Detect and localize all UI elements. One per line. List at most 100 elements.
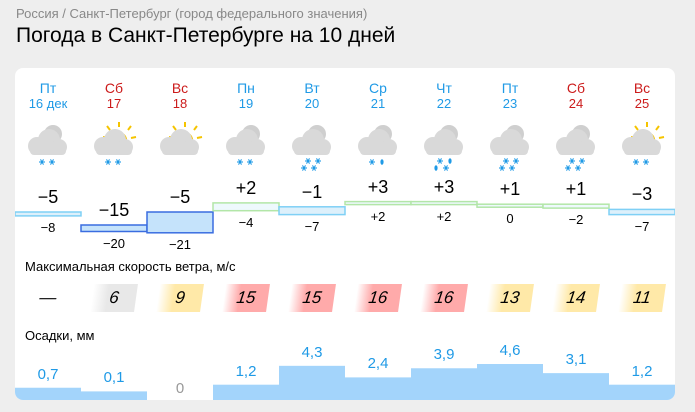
precip-bar	[279, 365, 345, 400]
precip-value: 0	[175, 380, 185, 397]
cloudy-snow-icon	[287, 120, 337, 172]
day-date: 19	[238, 96, 254, 111]
temperature-bar	[80, 224, 148, 233]
day-date: 20	[304, 96, 320, 111]
precip-bar	[411, 368, 477, 400]
wind-speed: 15	[288, 284, 336, 312]
day-column[interactable]: Вс 25	[609, 68, 675, 165]
temperature-bar	[410, 200, 478, 206]
cloudy-rain-snow-icon	[419, 120, 469, 172]
night-temperature: +2	[436, 208, 452, 224]
temperature-graph	[15, 200, 675, 400]
day-name: Вт	[304, 80, 320, 96]
precip-bar	[81, 391, 147, 400]
temperature-bar	[278, 206, 346, 216]
day-date: 16 дек	[28, 96, 68, 111]
day-name: Вс	[171, 80, 189, 96]
day-column[interactable]: Пн 19	[213, 68, 279, 165]
partly-sunny-light-snow-icon	[617, 120, 667, 172]
partly-sunny-light-snow-icon	[89, 120, 139, 172]
cloudy-light-snow-icon	[23, 120, 73, 172]
precip-value: 2,4	[367, 355, 389, 373]
day-name: Сб	[566, 80, 586, 96]
precip-value: 0,1	[103, 369, 125, 387]
night-temperature: −4	[238, 214, 254, 230]
cloudy-snow-icon	[551, 120, 601, 172]
day-column[interactable]: Вс 18	[147, 68, 213, 155]
temperature-bar	[476, 203, 544, 208]
night-temperature: +2	[370, 208, 386, 224]
temperature-bar	[344, 200, 412, 206]
day-name: Пн	[237, 80, 255, 96]
day-temperature: +1	[565, 179, 587, 200]
day-name: Пт	[501, 80, 519, 96]
wind-speed: 16	[354, 284, 402, 312]
day-date: 25	[634, 96, 650, 111]
night-temperature: −2	[568, 212, 584, 228]
day-column[interactable]: Сб 17	[81, 68, 147, 165]
precip-value: 4,6	[499, 342, 521, 359]
precip-bar	[213, 384, 279, 400]
day-name: Чт	[436, 80, 452, 96]
day-temperature: +2	[235, 177, 257, 198]
night-temperature: −8	[40, 219, 56, 235]
night-temperature: −21	[168, 236, 192, 252]
precip-value: 0,7	[37, 365, 59, 383]
day-date: 17	[106, 96, 122, 111]
day-name: Ср	[369, 80, 387, 96]
wind-speed: 14	[552, 284, 600, 312]
day-temperature: +3	[367, 176, 389, 197]
precip-value: 4,3	[301, 343, 323, 361]
precip-value: 1,2	[235, 362, 257, 380]
precip-value: 1,2	[631, 362, 653, 380]
wind-speed: 6	[90, 284, 138, 312]
precip-value: 3,1	[565, 351, 587, 369]
cloudy-light-snow-icon	[221, 120, 271, 172]
day-column[interactable]: Пт 16 дек	[15, 68, 81, 165]
precip-bar	[15, 387, 81, 400]
page-title: Погода в Санкт-Петербурге на 10 дней	[16, 24, 396, 47]
temperature-bar	[15, 211, 82, 217]
forecast-card: Максимальная скорость ветра, м/с Осадки,…	[15, 68, 675, 400]
wind-label: Максимальная скорость ветра, м/с	[25, 259, 236, 274]
wind-speed: —	[38, 288, 58, 307]
precip-bar	[477, 364, 543, 400]
wind-speed: 9	[156, 284, 204, 312]
temperature-bar	[608, 208, 675, 216]
day-column[interactable]: Ср 21	[345, 68, 411, 165]
day-temperature: −1	[301, 181, 323, 202]
wind-speed: 15	[222, 284, 270, 312]
day-column[interactable]: Сб 24	[543, 68, 609, 171]
day-column[interactable]: Вт 20	[279, 68, 345, 171]
precip-bar	[609, 384, 675, 400]
day-name: Сб	[104, 80, 124, 96]
day-name: Пт	[39, 80, 57, 96]
day-temperature: +1	[499, 179, 521, 200]
partly-sunny-icon	[155, 120, 205, 172]
cloudy-sleet-icon	[353, 120, 403, 172]
day-date: 24	[568, 96, 584, 111]
day-temperature: −5	[37, 187, 59, 207]
temperature-bar	[212, 202, 280, 212]
precip-bar	[543, 373, 609, 400]
night-temperature: 0	[506, 211, 514, 227]
precip-bar	[345, 377, 411, 400]
breadcrumb[interactable]: Россия / Санкт-Петербург (город федераль…	[16, 6, 368, 21]
day-column[interactable]: Пт 23	[477, 68, 543, 171]
day-date: 21	[370, 96, 386, 111]
day-date: 18	[172, 96, 188, 111]
day-column[interactable]: Чт 22	[411, 68, 477, 171]
wind-speed: 16	[420, 284, 468, 312]
temperature-bar	[542, 203, 610, 209]
day-name: Вс	[633, 80, 651, 96]
day-date: 23	[502, 96, 518, 111]
wind-speed: 11	[618, 284, 666, 312]
night-temperature: −7	[304, 218, 320, 234]
day-temperature: −3	[631, 184, 653, 205]
wind-speed: 13	[486, 284, 534, 312]
temperature-bar	[146, 211, 214, 234]
day-temperature: +3	[433, 176, 455, 197]
night-temperature: −20	[102, 235, 126, 251]
cloudy-snow-icon	[485, 120, 535, 172]
precip-value: 3,9	[433, 346, 455, 364]
